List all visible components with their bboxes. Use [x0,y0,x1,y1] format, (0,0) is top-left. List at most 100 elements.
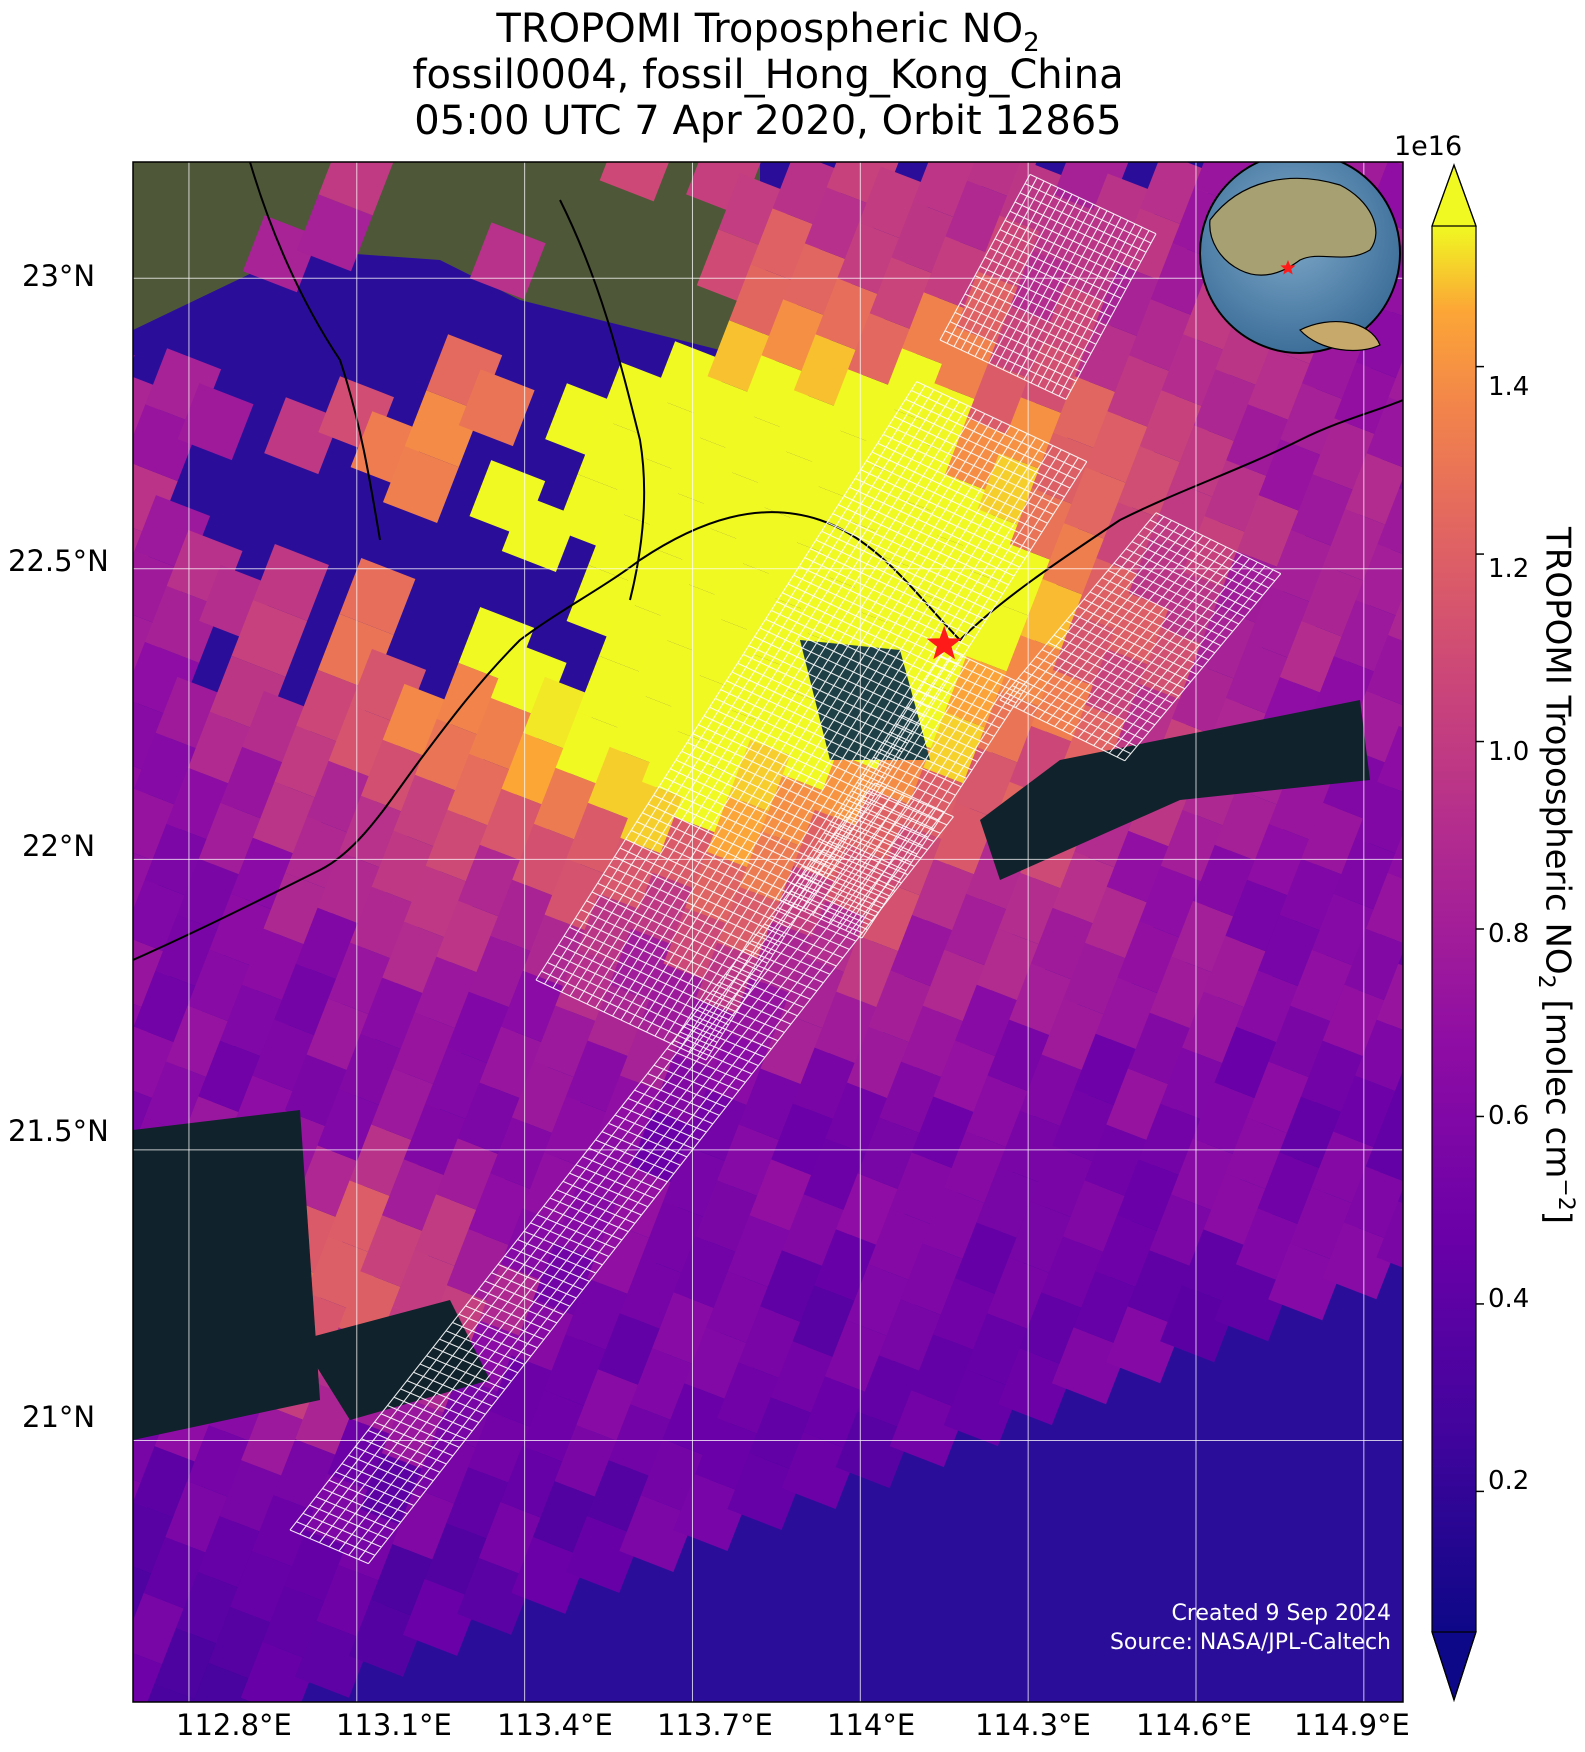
swath-line [1016,210,1108,377]
swath-line [999,512,1157,701]
estuary-outline [559,199,646,601]
no2-pixel [383,446,459,523]
no2-pixel [404,390,481,468]
swath-line [974,190,1066,357]
swath-line [595,409,977,1009]
river-outline [249,162,381,541]
lat-label-21: 21°N [22,1400,96,1434]
no2-pixel [1366,635,1403,706]
swath-line [646,433,1028,1033]
swath-line [804,659,971,912]
inset-globe [1199,162,1401,354]
swath-line [1065,233,1157,400]
no2-pixel [1366,397,1403,468]
map-title-line-1: TROPOMI Tropospheric NO2 [133,6,1403,66]
swath-line [1046,535,1204,724]
swath-line [705,461,1088,1061]
colorbar-title-close: ] [1537,1210,1578,1225]
colorbar-tick-label-0-6: 0.6 [1488,1101,1530,1131]
lon-label-114-3: 114.3°E [975,1708,1091,1742]
no2-pixel [1376,963,1403,1030]
swath-line [1030,217,1122,384]
colorbar-title-main: TROPOMI Tropospheric NO [1537,527,1578,975]
swath-line [654,437,1037,1037]
swath-line [861,685,1028,939]
no2-pixel [1387,1070,1403,1117]
no2-pixel [457,1558,533,1635]
no2-pixel [1398,951,1403,966]
swath-line [620,421,1003,1021]
swath-north [939,173,1157,400]
no2-pixel [1388,359,1403,403]
swath-line [535,381,918,981]
no2-pixel [458,369,535,447]
swath-line [1051,226,1143,394]
map-frame [132,161,1404,1703]
map-title-line-2: fossil0004, fossil_Hong_Kong_China [412,52,1124,98]
no2-pixel [253,544,329,621]
swath-line [367,816,954,1564]
no2-pixel [1355,1019,1403,1095]
no2-pixel [835,1411,912,1489]
swath-line [853,681,1020,935]
no2-pixel [997,1348,1074,1426]
nodata-ocean-southwest [300,1300,490,1420]
swath-line [1007,516,1165,705]
swath-line [688,453,1071,1053]
swath-line [828,670,995,924]
swath-line [988,197,1080,364]
colorbar-tick-label-1-2: 1.2 [1488,554,1530,584]
swath-line [578,401,960,1001]
no2-pixel [565,1516,641,1593]
no2-pixel [133,592,135,597]
no2-pixel [1388,596,1403,641]
title-subscript: 2 [1023,28,1040,58]
colorbar-outline [1431,163,1477,1702]
swath-line [338,803,925,1552]
no2-pixel [619,1495,696,1572]
no2-pixel [133,404,200,482]
swath-line [820,666,987,920]
colorbar-tick-label-0-2: 0.2 [1488,1466,1530,1496]
swath-delta [535,381,1088,1061]
target-footprint-swaths [289,173,1282,1565]
no2-pixel [79,1705,155,1752]
no2-pixel [264,397,340,475]
colorbar-title-units: [molec cm [1537,988,1578,1179]
no2-pixel [1398,1188,1403,1204]
no2-pixel [889,1390,966,1468]
no2-pixel [943,1369,1020,1447]
colorbar-title-exp: −2 [1553,1178,1578,1211]
credit-created: Created 9 Sep 2024 [1171,1601,1392,1626]
no2-pixel [1376,1201,1403,1268]
no2-pixel [501,495,578,572]
swath-line [1155,512,1282,575]
swath-line [1023,213,1115,380]
colorbar-extend-min [1431,1631,1477,1702]
colorbar-tick-label-0-4: 0.4 [1488,1284,1530,1314]
lon-label-112-8: 112.8°E [176,1708,292,1742]
swath-line [1015,520,1173,708]
title-main: TROPOMI Tropospheric NO [496,6,1024,52]
no2-pixel [781,1432,858,1509]
no2-pixel [511,1537,587,1614]
swath-line [1077,550,1235,739]
swath-line [671,445,1054,1045]
lat-label-22-5: 22.5°N [8,544,109,578]
swath-line [1100,561,1258,750]
swath-line [779,647,946,901]
no2-pixel [1344,1166,1403,1244]
colorbar-exponent: 1e16 [1394,131,1463,162]
lon-label-114-6: 114.6°E [1136,1708,1252,1742]
swath-line [1030,527,1188,716]
swath-line [348,807,935,1556]
graticule [133,162,1403,1702]
swath-line [953,180,1045,347]
nodata-ocean-east [980,700,1370,880]
no2-pixel [1365,1110,1403,1181]
colorbar-title: TROPOMI Tropospheric NO2 [molec cm−2] [1533,527,1578,1224]
site-marker-star [926,625,962,660]
swath-line [1054,539,1212,727]
swath-line [1038,531,1196,720]
